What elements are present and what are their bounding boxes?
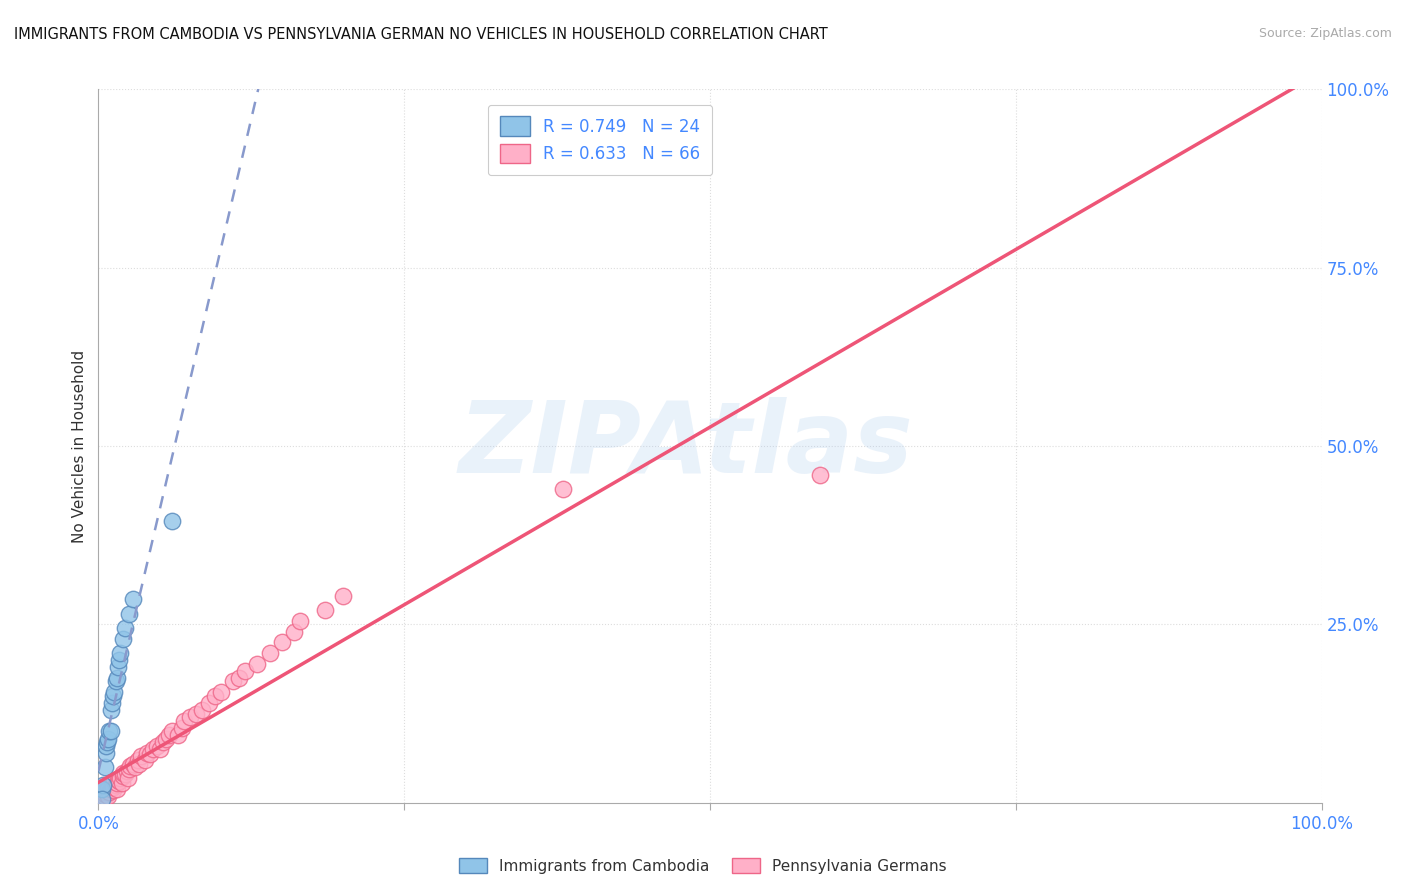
Point bbox=[121, 592, 143, 607]
Point bbox=[96, 735, 118, 749]
Point bbox=[101, 689, 124, 703]
Point bbox=[152, 735, 174, 749]
Point bbox=[91, 790, 114, 805]
Point bbox=[191, 703, 214, 717]
Text: IMMIGRANTS FROM CAMBODIA VS PENNSYLVANIA GERMAN NO VEHICLES IN HOUSEHOLD CORRELA: IMMIGRANTS FROM CAMBODIA VS PENNSYLVANIA… bbox=[14, 27, 828, 42]
Point bbox=[90, 792, 112, 806]
Point bbox=[160, 724, 183, 739]
Point bbox=[115, 764, 138, 778]
Point bbox=[111, 765, 134, 780]
Point bbox=[114, 621, 136, 635]
Point bbox=[97, 789, 120, 803]
Point bbox=[259, 646, 281, 660]
Point bbox=[91, 785, 114, 799]
Point bbox=[93, 787, 115, 801]
Point bbox=[290, 614, 312, 628]
Point bbox=[101, 783, 124, 797]
Point bbox=[808, 467, 831, 482]
Point bbox=[233, 664, 256, 678]
Text: ZIPAtlas: ZIPAtlas bbox=[458, 398, 912, 494]
Point bbox=[97, 731, 120, 746]
Point bbox=[142, 742, 165, 756]
Point bbox=[93, 790, 115, 805]
Point bbox=[129, 749, 152, 764]
Point bbox=[121, 756, 143, 771]
Point bbox=[110, 646, 132, 660]
Point bbox=[100, 724, 122, 739]
Point bbox=[96, 781, 118, 796]
Legend: Immigrants from Cambodia, Pennsylvania Germans: Immigrants from Cambodia, Pennsylvania G… bbox=[453, 852, 953, 880]
Point bbox=[204, 689, 226, 703]
Point bbox=[228, 671, 250, 685]
Point bbox=[107, 772, 129, 787]
Point bbox=[149, 742, 172, 756]
Point bbox=[553, 482, 575, 496]
Point bbox=[108, 653, 131, 667]
Point bbox=[246, 657, 269, 671]
Point bbox=[101, 780, 124, 794]
Point bbox=[314, 603, 336, 617]
Point bbox=[114, 767, 136, 781]
Point bbox=[173, 714, 195, 728]
Point bbox=[111, 632, 134, 646]
Point bbox=[186, 706, 208, 721]
Point bbox=[97, 781, 120, 796]
Point bbox=[107, 660, 129, 674]
Point bbox=[160, 514, 183, 528]
Point bbox=[209, 685, 232, 699]
Point bbox=[94, 785, 117, 799]
Point bbox=[91, 781, 114, 796]
Point bbox=[103, 774, 125, 789]
Point bbox=[332, 589, 354, 603]
Point bbox=[283, 624, 305, 639]
Legend: R = 0.749   N = 24, R = 0.633   N = 66: R = 0.749 N = 24, R = 0.633 N = 66 bbox=[488, 104, 711, 175]
Point bbox=[197, 696, 219, 710]
Point bbox=[167, 728, 190, 742]
Point bbox=[104, 674, 127, 689]
Point bbox=[120, 758, 142, 772]
Point bbox=[100, 703, 122, 717]
Point bbox=[127, 753, 149, 767]
Point bbox=[179, 710, 201, 724]
Point bbox=[134, 753, 156, 767]
Point bbox=[101, 696, 124, 710]
Text: Source: ZipAtlas.com: Source: ZipAtlas.com bbox=[1258, 27, 1392, 40]
Point bbox=[100, 781, 122, 796]
Point bbox=[105, 776, 128, 790]
Point bbox=[91, 789, 114, 803]
Y-axis label: No Vehicles in Household: No Vehicles in Household bbox=[72, 350, 87, 542]
Point bbox=[111, 769, 134, 783]
Point bbox=[118, 762, 141, 776]
Point bbox=[91, 778, 114, 792]
Point bbox=[91, 792, 114, 806]
Point bbox=[101, 778, 124, 792]
Point bbox=[98, 724, 121, 739]
Point bbox=[104, 778, 127, 792]
Point bbox=[103, 685, 125, 699]
Point bbox=[111, 776, 134, 790]
Point bbox=[94, 739, 117, 753]
Point bbox=[270, 635, 294, 649]
Point bbox=[222, 674, 245, 689]
Point bbox=[110, 771, 132, 785]
Point bbox=[124, 760, 146, 774]
Point bbox=[139, 747, 162, 762]
Point bbox=[105, 671, 128, 685]
Point bbox=[136, 746, 159, 760]
Point bbox=[128, 756, 150, 771]
Point bbox=[118, 607, 141, 621]
Point bbox=[170, 721, 193, 735]
Point bbox=[146, 739, 169, 753]
Point bbox=[98, 785, 121, 799]
Point bbox=[105, 781, 128, 796]
Point bbox=[93, 760, 115, 774]
Point bbox=[157, 728, 180, 742]
Point bbox=[108, 774, 131, 789]
Point bbox=[94, 746, 117, 760]
Point bbox=[155, 731, 177, 746]
Point bbox=[117, 771, 139, 785]
